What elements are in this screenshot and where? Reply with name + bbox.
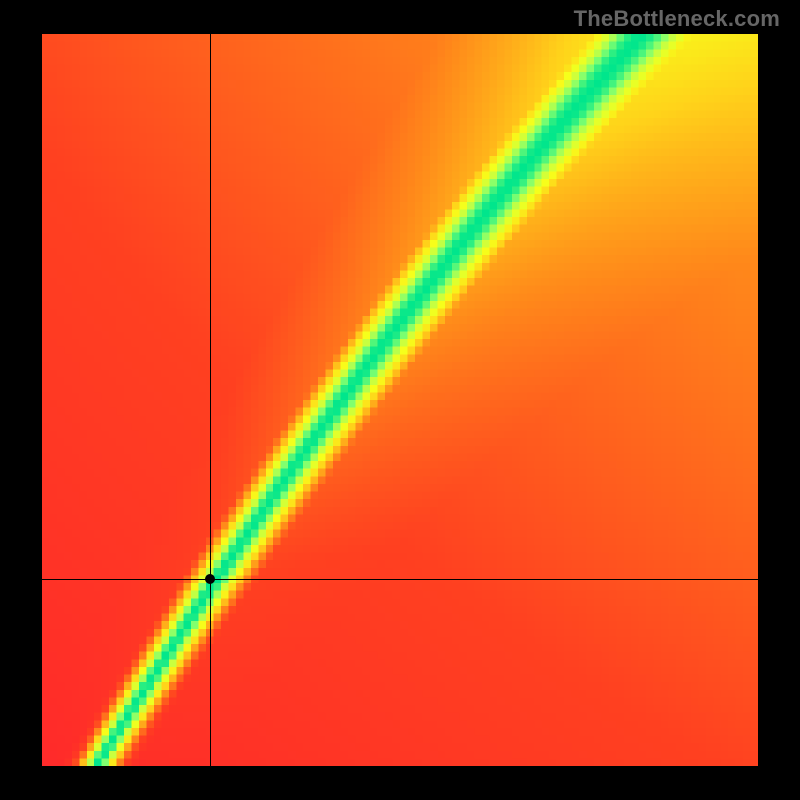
crosshair-horizontal <box>42 579 758 580</box>
chart-container: TheBottleneck.com <box>0 0 800 800</box>
crosshair-vertical <box>210 34 211 766</box>
bottleneck-heatmap <box>42 34 758 766</box>
watermark-label: TheBottleneck.com <box>574 6 780 32</box>
